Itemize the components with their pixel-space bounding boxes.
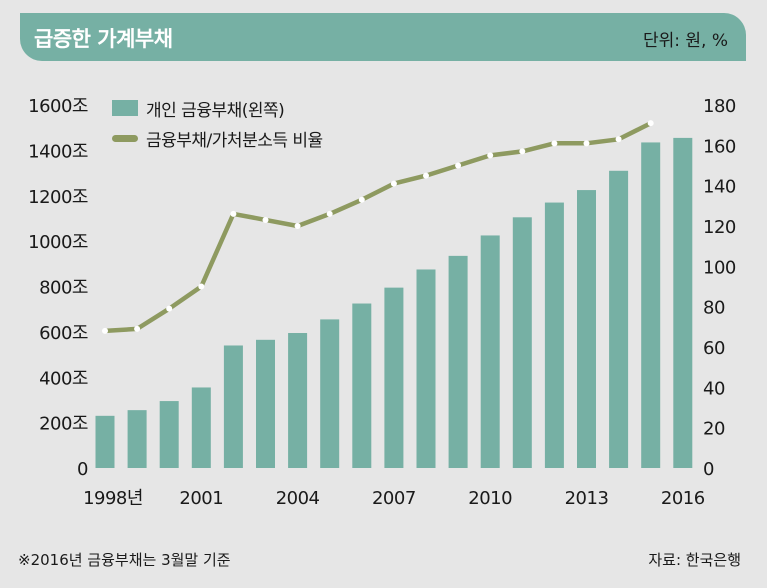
bar-2010	[480, 235, 500, 468]
bar-2013	[577, 190, 596, 468]
point-2007	[390, 180, 397, 187]
right-tick-label: 80	[703, 298, 725, 319]
line-series	[102, 120, 654, 334]
bar-1998	[95, 415, 115, 468]
left-tick-label: 800조	[39, 278, 88, 299]
left-tick-label: 1600조	[28, 96, 88, 117]
bar-2004	[288, 333, 308, 468]
x-axis: 1998년 2001 2004 2007 2010 2013 2016	[83, 488, 705, 509]
bar-series	[95, 137, 693, 468]
point-1999	[134, 325, 141, 332]
right-tick-label: 140	[703, 177, 736, 198]
bar-2003	[256, 339, 275, 468]
point-2008	[423, 172, 429, 179]
footnote: ※2016년 금융부채는 3월말 기준	[18, 551, 231, 569]
bar-2005	[320, 319, 340, 468]
left-tick-label: 1200조	[28, 187, 88, 208]
legend-item-bar: 개인 금융부채(왼쪽)	[112, 93, 323, 123]
left-tick-label: 600조	[39, 323, 88, 344]
right-tick-label: 0	[703, 459, 714, 480]
point-2004	[294, 223, 301, 229]
left-tick-label: 200조	[39, 414, 88, 435]
bar-2007	[384, 287, 404, 468]
right-tick-label: 40	[703, 378, 725, 399]
left-tick-label: 1400조	[28, 141, 88, 162]
point-2011	[519, 148, 526, 155]
bar-2001	[191, 387, 211, 468]
bar-swatch-icon	[112, 100, 138, 116]
bar-2006	[352, 303, 372, 468]
line-swatch-icon	[112, 134, 138, 142]
point-2002	[230, 210, 237, 217]
point-2010	[487, 152, 494, 159]
point-2006	[358, 196, 365, 203]
right-tick-label: 60	[703, 338, 725, 359]
point-2003	[262, 216, 269, 223]
right-tick-label: 20	[703, 419, 725, 440]
unit-label: 단위: 원, %	[642, 31, 728, 51]
bar-2012	[544, 202, 564, 468]
point-2014	[615, 136, 622, 143]
title-bar: 급증한 가계부채 단위: 원, %	[20, 13, 746, 61]
x-tick-label: 2001	[179, 488, 223, 509]
legend-bar-label: 개인 금융부채(왼쪽)	[146, 100, 285, 121]
bar-2008	[416, 269, 436, 468]
x-tick-label: 2010	[468, 488, 512, 509]
bar-2011	[512, 217, 532, 468]
x-tick-label: 2016	[661, 488, 705, 509]
point-2001	[198, 283, 205, 290]
bar-2002	[223, 345, 243, 468]
left-tick-label: 400조	[39, 368, 88, 389]
x-tick-label: 2013	[565, 488, 609, 509]
legend-line-label: 금융부채/가처분소득 비율	[146, 130, 323, 151]
point-1998	[102, 327, 108, 334]
right-tick-label: 120	[703, 217, 736, 238]
source-note: 자료: 한국은행	[648, 551, 741, 569]
chart-title: 급증한 가계부채	[34, 27, 173, 51]
bar-2014	[609, 170, 629, 468]
x-tick-label: 2007	[372, 488, 416, 509]
point-2013	[583, 140, 590, 147]
left-axis: 0 200조 400조 600조 800조 1000조 1200조 1400조 1600조	[28, 96, 88, 480]
right-tick-label: 160	[703, 136, 736, 157]
legend: 개인 금융부채(왼쪽) 금융부채/가처분소득 비율	[112, 93, 323, 153]
x-tick-label: 1998년	[83, 488, 143, 509]
bar-1999	[127, 410, 147, 468]
right-tick-label: 180	[703, 96, 736, 117]
point-2000	[166, 305, 173, 312]
bar-2009	[448, 255, 468, 468]
point-2009	[455, 162, 462, 169]
x-tick-label: 2004	[276, 488, 320, 509]
point-2015	[647, 120, 654, 127]
ratio-line	[102, 120, 653, 334]
right-axis: 0 20 40 60 80 100 120 140 160 180	[703, 96, 736, 480]
bar-2016	[673, 137, 693, 468]
point-2012	[551, 140, 558, 147]
left-tick-label: 1000조	[28, 232, 88, 253]
legend-item-line: 금융부채/가처분소득 비율	[112, 123, 323, 153]
left-tick-label: 0	[77, 459, 88, 480]
bar-2000	[159, 401, 179, 468]
bar-2015	[641, 142, 661, 468]
right-tick-label: 100	[703, 257, 736, 278]
point-2005	[326, 210, 333, 217]
